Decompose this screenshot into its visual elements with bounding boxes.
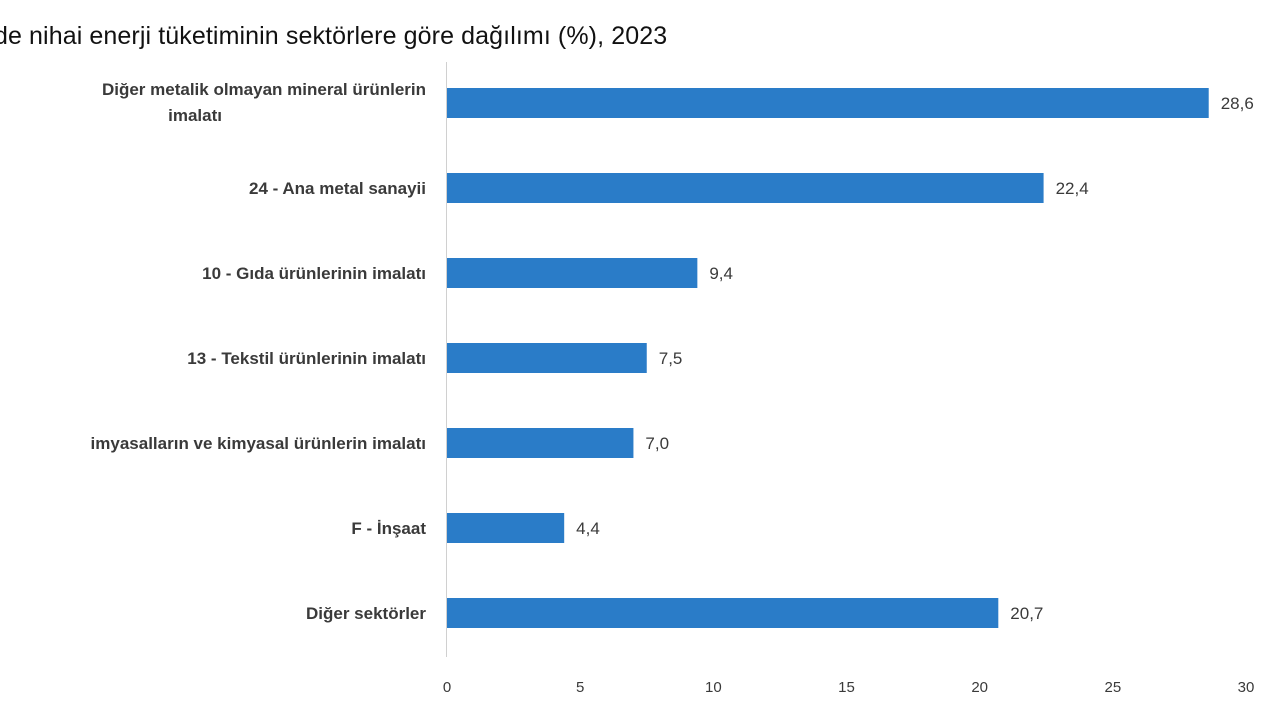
x-tick-label: 20 xyxy=(971,679,988,696)
data-label: 7,5 xyxy=(659,349,683,368)
data-label: 4,4 xyxy=(576,519,600,538)
bar xyxy=(447,88,1209,118)
bar xyxy=(447,173,1044,203)
category-label-line: imalatı xyxy=(168,106,222,125)
bar xyxy=(447,258,698,288)
category-label: 10 - Gıda ürünlerinin imalatı xyxy=(202,264,426,283)
data-label: 22,4 xyxy=(1056,179,1089,198)
x-tick-label: 15 xyxy=(838,679,855,696)
x-tick-label: 30 xyxy=(1238,679,1255,696)
bar xyxy=(447,513,565,543)
data-label: 7,0 xyxy=(645,434,669,453)
category-label-line: 24 - Ana metal sanayii xyxy=(249,179,426,198)
category-label-line: 13 - Tekstil ürünlerinin imalatı xyxy=(187,349,426,368)
category-label-line: Diğer metalik olmayan mineral ürünlerin xyxy=(102,80,426,99)
bar xyxy=(447,598,999,628)
category-label-line: F - İnşaat xyxy=(351,519,426,538)
bar xyxy=(447,343,647,373)
category-label: imyasalların ve kimyasal ürünlerin imala… xyxy=(91,434,426,453)
data-label: 28,6 xyxy=(1221,94,1254,113)
category-label: Diğer sektörler xyxy=(306,604,426,623)
x-tick-label: 5 xyxy=(576,679,584,696)
x-tick-label: 10 xyxy=(705,679,722,696)
category-label: Diğer metalik olmayan mineral ürünlerin i… xyxy=(102,80,426,125)
data-label: 20,7 xyxy=(1010,604,1043,623)
x-tick-label: 25 xyxy=(1104,679,1121,696)
category-label: 13 - Tekstil ürünlerinin imalatı xyxy=(187,349,426,368)
chart-title: de nihai enerji tüketiminin sektörlere g… xyxy=(0,22,668,50)
bar xyxy=(447,428,634,458)
data-label: 9,4 xyxy=(709,264,733,283)
x-tick-label: 0 xyxy=(443,679,451,696)
category-label: F - İnşaat xyxy=(351,519,426,538)
category-label-line: 10 - Gıda ürünlerinin imalatı xyxy=(202,264,426,283)
category-label-line: Diğer sektörler xyxy=(306,604,426,623)
category-label: 24 - Ana metal sanayii xyxy=(249,179,426,198)
category-label-line: imyasalların ve kimyasal ürünlerin imala… xyxy=(91,434,426,453)
